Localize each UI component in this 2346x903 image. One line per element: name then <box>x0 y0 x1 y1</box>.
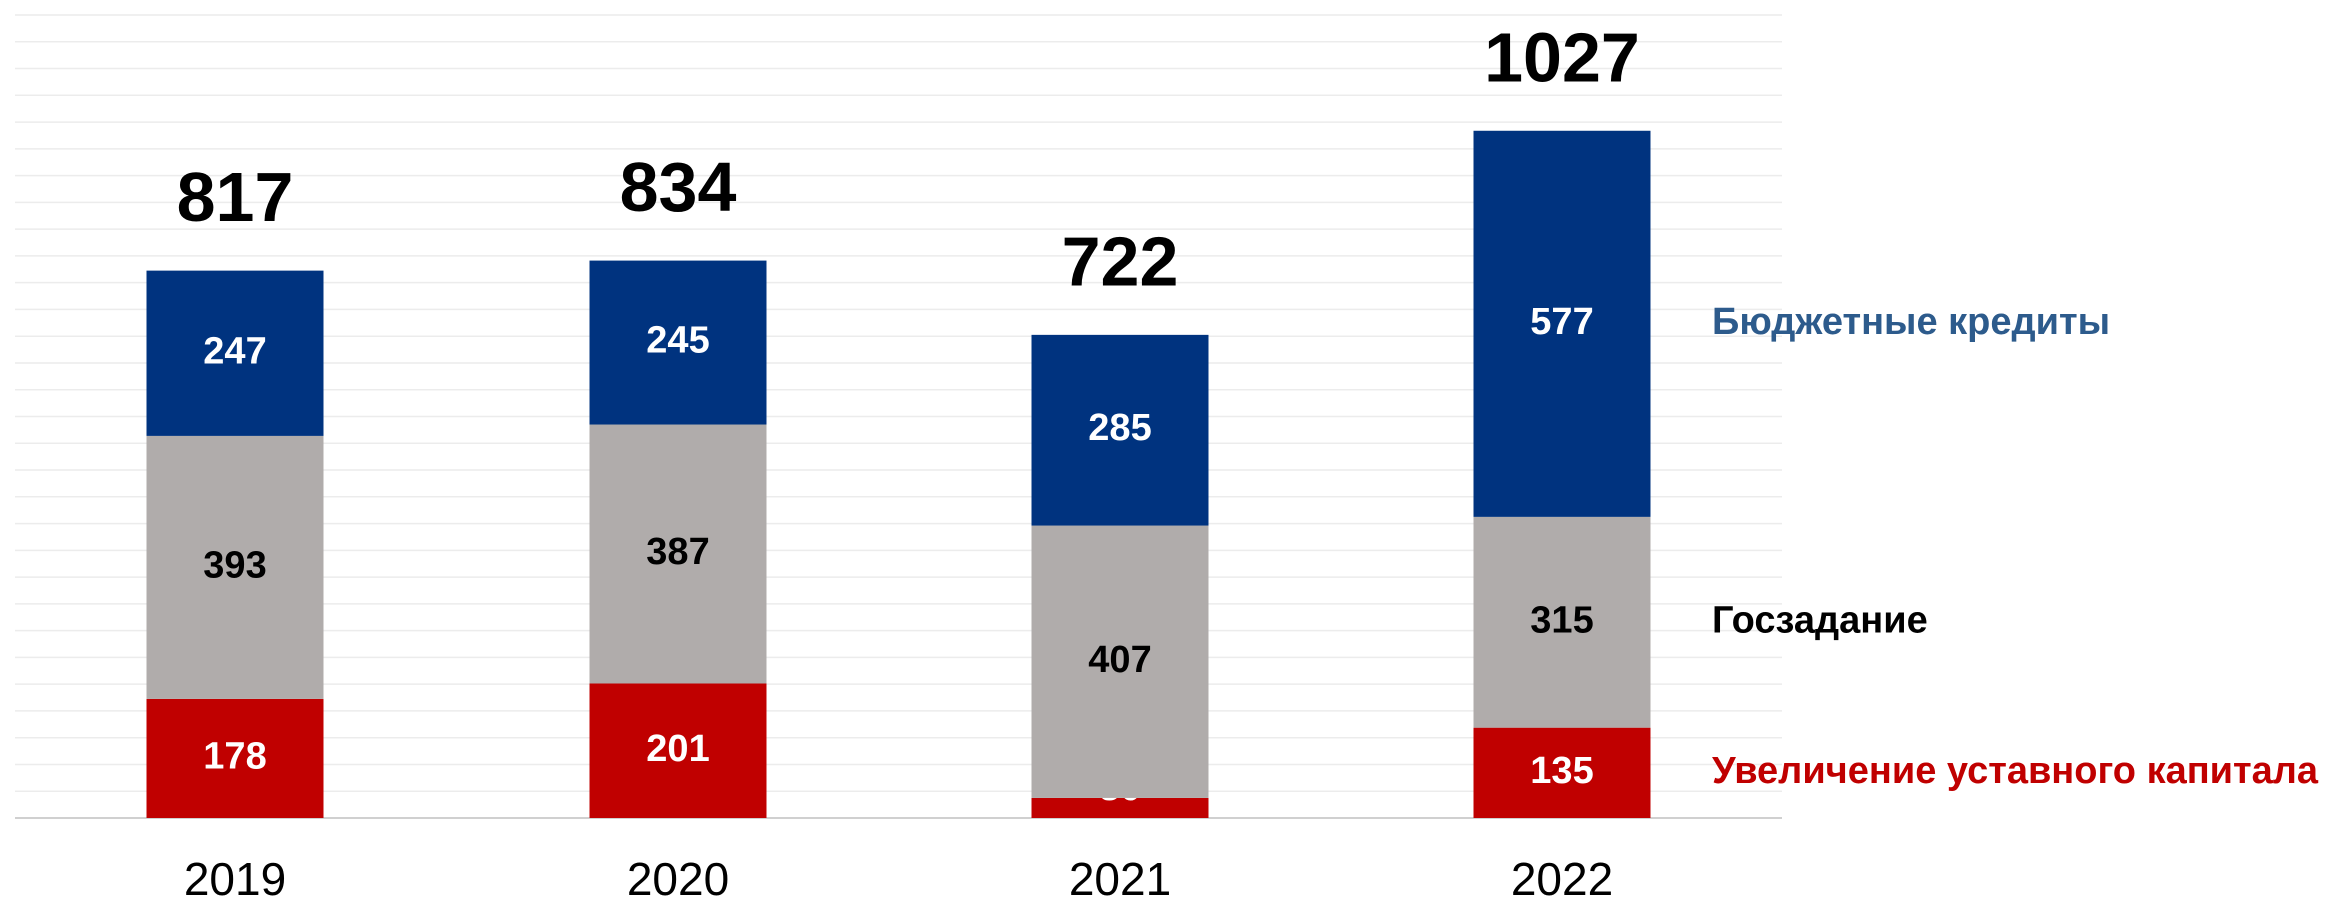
total-label: 834 <box>620 148 737 226</box>
data-label: 577 <box>1530 301 1593 343</box>
total-label: 722 <box>1062 222 1179 300</box>
bar-segment <box>146 270 324 436</box>
bar-segment <box>1473 727 1651 818</box>
legend-label: Госзадание <box>1712 599 1928 641</box>
legend-label: Бюджетные кредиты <box>1712 301 2110 343</box>
x-tick-label: 2022 <box>1511 853 1613 903</box>
data-label: 135 <box>1530 750 1593 792</box>
bar-segment <box>1031 797 1209 818</box>
bar-segment <box>1473 130 1651 517</box>
x-tick-label: 2020 <box>627 853 729 903</box>
bar-segment <box>589 260 767 425</box>
bar-segment <box>589 683 767 818</box>
data-label: 393 <box>203 544 266 586</box>
data-label: 387 <box>646 531 709 573</box>
bar-segment <box>1031 334 1209 526</box>
legend-label: Увеличение уставного капитала <box>1712 750 2319 792</box>
x-tick-label: 2019 <box>184 853 286 903</box>
bar-segment <box>146 435 324 699</box>
data-label: 178 <box>203 735 266 777</box>
bar-segment <box>1473 516 1651 728</box>
x-tick-label: 2021 <box>1069 853 1171 903</box>
bar-segment <box>1031 525 1209 798</box>
total-label: 1027 <box>1484 18 1640 96</box>
bar-segment <box>589 424 767 684</box>
bar-segment <box>146 698 324 818</box>
data-label: 285 <box>1088 407 1151 449</box>
data-label: 245 <box>646 320 709 362</box>
data-label: 247 <box>203 330 266 372</box>
total-label: 817 <box>177 158 294 236</box>
data-label: 201 <box>646 728 709 770</box>
data-label: 407 <box>1088 639 1151 681</box>
data-label: 315 <box>1530 599 1593 641</box>
